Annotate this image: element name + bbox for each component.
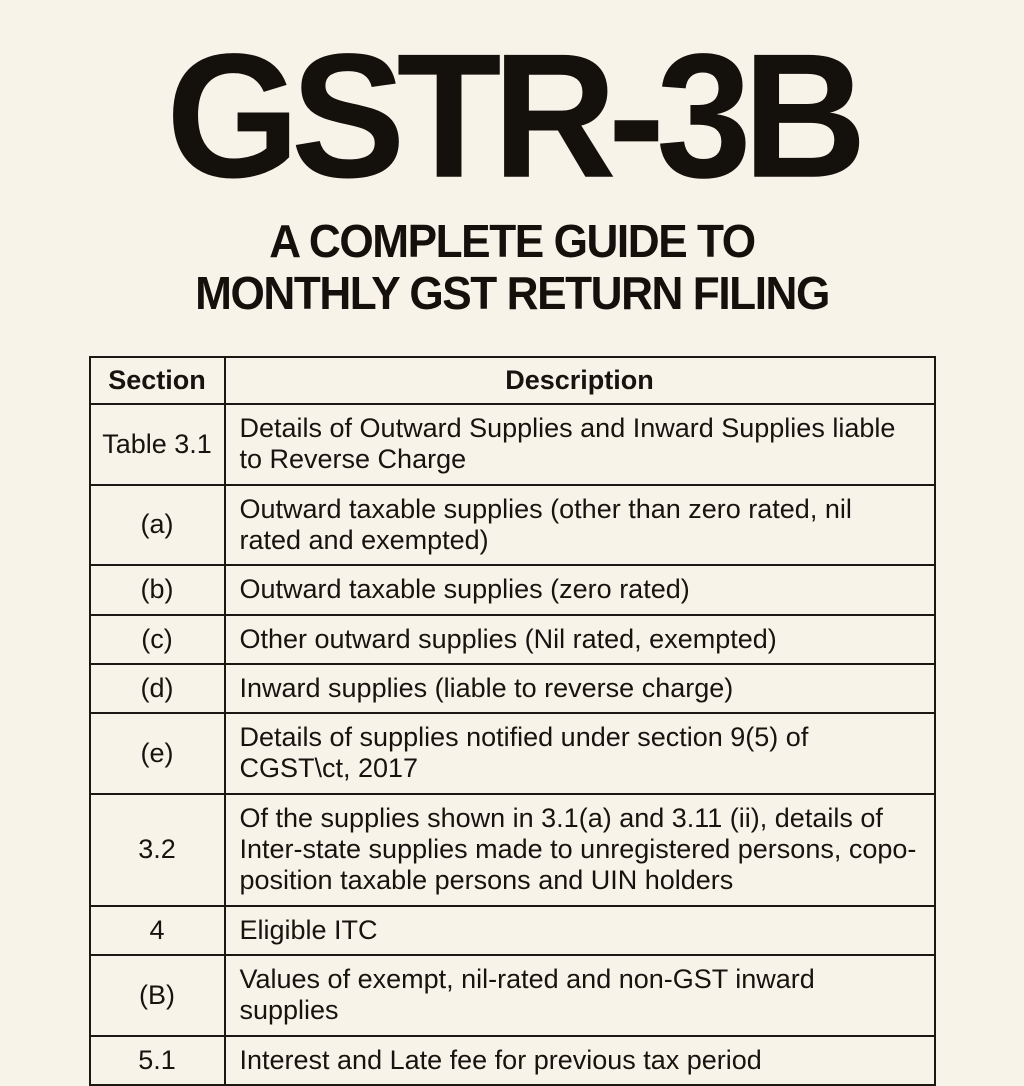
table-row: (a) Outward taxable supplies (other than … bbox=[88, 483, 936, 567]
description-cell: Details of Outward Supplies and Inward S… bbox=[223, 402, 936, 486]
section-cell: 5.1 bbox=[88, 1034, 226, 1086]
section-cell: (b) bbox=[88, 564, 226, 616]
description-cell: Values of exempt, nil-rated and non-GST … bbox=[223, 954, 936, 1037]
description-cell: Of the supplies shown in 3.1(a) and 3.11… bbox=[223, 792, 936, 907]
table-row: 4 Eligible ITC bbox=[88, 904, 936, 957]
section-cell: Table 3.1 bbox=[88, 402, 226, 486]
column-header-section: Section bbox=[88, 355, 226, 405]
description-cell: Outward taxable supplies (other than zer… bbox=[223, 483, 936, 567]
sections-table: Section Description Table 3.1 Details of … bbox=[88, 355, 936, 1086]
infographic-page: GSTR-3B A COMPLETE GUIDE TO MONTHLY GST … bbox=[20, 17, 1003, 1086]
subtitle-line-2: MONTHLY GST RETURN FILING bbox=[195, 266, 830, 319]
table-header: Section Description bbox=[88, 355, 936, 405]
description-cell: Details of supplies notified under secti… bbox=[223, 712, 936, 795]
section-cell: 4 bbox=[88, 904, 226, 957]
table-row: 3.2 Of the supplies shown in 3.1(a) and 3… bbox=[88, 792, 936, 907]
table-row: (c) Other outward supplies (Nil rated, ex… bbox=[88, 613, 936, 665]
subtitle-line-1: A COMPLETE GUIDE TO bbox=[269, 215, 756, 267]
table-row: (b) Outward taxable supplies (zero rated) bbox=[88, 564, 936, 616]
description-cell: Interest and Late fee for previous tax p… bbox=[223, 1034, 936, 1086]
section-cell: (a) bbox=[88, 483, 226, 567]
column-header-description: Description bbox=[223, 355, 936, 405]
section-cell: (c) bbox=[88, 613, 226, 665]
table-header-row: Section Description bbox=[88, 355, 936, 405]
table-row: Table 3.1 Details of Outward Supplies and… bbox=[88, 402, 936, 486]
section-cell: 3.2 bbox=[88, 792, 226, 907]
description-cell: Other outward supplies (Nil rated, exemp… bbox=[223, 613, 936, 665]
description-cell: Outward taxable supplies (zero rated) bbox=[223, 564, 936, 616]
table-row: (B) Values of exempt, nil-rated and non-G… bbox=[88, 954, 936, 1037]
table-body: Table 3.1 Details of Outward Supplies and… bbox=[88, 402, 936, 1086]
table-row: (d) Inward supplies (liable to reverse ch… bbox=[88, 662, 936, 715]
section-cell: (d) bbox=[88, 662, 226, 715]
description-cell: Inward supplies (liable to reverse charg… bbox=[223, 662, 936, 715]
section-cell: (B) bbox=[88, 954, 226, 1037]
description-cell: Eligible ITC bbox=[223, 904, 936, 957]
section-cell: (e) bbox=[88, 712, 226, 795]
table-row: (e) Details of supplies notified under se… bbox=[88, 712, 936, 795]
table-row: 5.1 Interest and Late fee for previous ta… bbox=[88, 1034, 936, 1086]
page-subtitle: A COMPLETE GUIDE TO MONTHLY GST RETURN F… bbox=[20, 215, 1003, 320]
page-title: GSTR-3B bbox=[166, 17, 867, 215]
